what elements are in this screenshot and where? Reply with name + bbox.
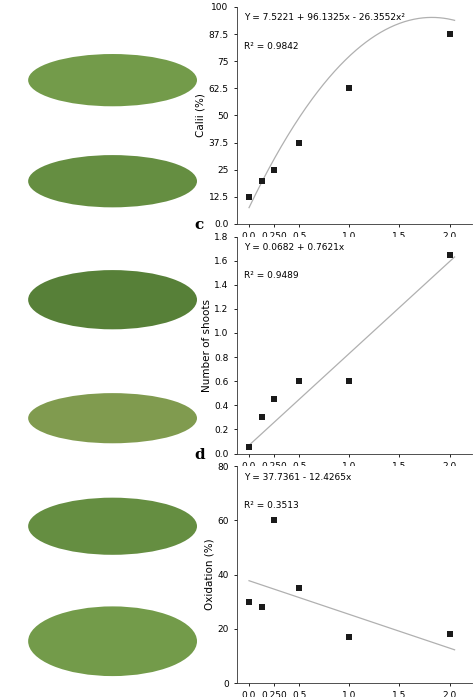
Point: [245, 191, 253, 202]
X-axis label: BA (mg L⁻¹): BA (mg L⁻¹): [324, 474, 385, 484]
Point: [346, 83, 353, 94]
Point: [258, 602, 265, 613]
Point: [346, 376, 353, 387]
Point: [270, 394, 278, 405]
Ellipse shape: [28, 393, 197, 443]
Text: c: c: [195, 218, 204, 232]
Point: [245, 596, 253, 607]
Ellipse shape: [28, 155, 197, 208]
Point: [446, 629, 453, 640]
Point: [446, 249, 453, 260]
Text: d: d: [195, 447, 205, 461]
Text: Y = 37.7361 - 12.4265x: Y = 37.7361 - 12.4265x: [244, 473, 351, 482]
Point: [446, 29, 453, 40]
Text: 0.125 mg L⁻¹: 0.125 mg L⁻¹: [83, 224, 142, 233]
Text: Y = 0.0682 + 0.7621x: Y = 0.0682 + 0.7621x: [244, 243, 344, 252]
Point: [295, 376, 303, 387]
Y-axis label: Oxidation (%): Oxidation (%): [204, 539, 214, 611]
X-axis label: BA (mg L⁻¹): BA (mg L⁻¹): [324, 244, 385, 254]
Point: [245, 442, 253, 453]
Point: [270, 164, 278, 176]
Point: [295, 137, 303, 148]
Text: b: b: [195, 0, 205, 3]
Point: [346, 631, 353, 643]
Ellipse shape: [28, 270, 197, 330]
Ellipse shape: [28, 54, 197, 106]
Text: MS0: MS0: [181, 10, 202, 20]
Ellipse shape: [28, 498, 197, 555]
Ellipse shape: [28, 606, 197, 676]
Y-axis label: Calii (%): Calii (%): [196, 93, 206, 137]
Text: R² = 0.9489: R² = 0.9489: [244, 271, 299, 280]
Text: R² = 0.3513: R² = 0.3513: [244, 500, 299, 510]
Point: [258, 412, 265, 423]
Text: 1.0 mg L⁻¹: 1.0 mg L⁻¹: [89, 572, 137, 581]
Text: R² = 0.9842: R² = 0.9842: [244, 42, 299, 51]
Text: a: a: [9, 10, 19, 24]
Point: [270, 514, 278, 526]
Point: [258, 175, 265, 186]
Text: Y = 7.5221 + 96.1325x - 26.3552x²: Y = 7.5221 + 96.1325x - 26.3552x²: [244, 13, 405, 22]
Text: 0.250 mg L⁻¹: 0.250 mg L⁻¹: [83, 347, 142, 355]
Y-axis label: Number of shoots: Number of shoots: [201, 298, 211, 392]
Text: 0.5 mg L⁻¹: 0.5 mg L⁻¹: [89, 461, 137, 470]
Text: 2.0 mg L⁻¹: 2.0 mg L⁻¹: [89, 694, 137, 697]
Point: [295, 583, 303, 594]
